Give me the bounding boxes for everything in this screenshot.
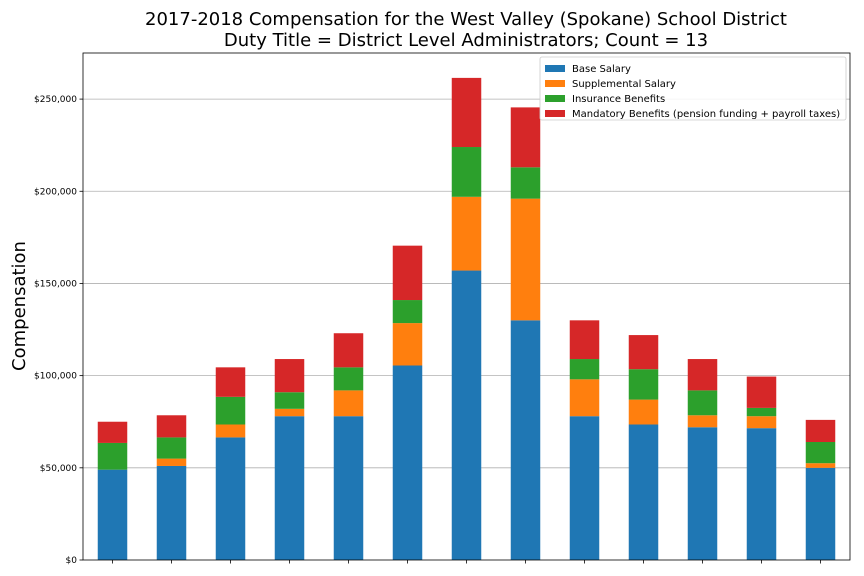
bar-segment [805, 419, 836, 443]
bars [97, 77, 836, 560]
bar-segment [628, 399, 659, 425]
x-ticks [112, 560, 821, 564]
bar-segment [156, 437, 187, 459]
bar-segment [510, 107, 541, 168]
bar-segment [805, 463, 836, 468]
bar-segment [97, 469, 128, 560]
bar-segment [628, 369, 659, 400]
bar-segment [569, 416, 600, 560]
bar-segment [746, 428, 777, 560]
bar-segment [687, 390, 718, 416]
bar-segment [392, 245, 423, 301]
bar-segment [333, 416, 364, 560]
bar-segment [451, 196, 482, 271]
bar-segment [215, 367, 246, 397]
bar-segment [97, 442, 128, 470]
y-ticks: $0 $50,000 $100,000 $150,000 $200,000 $250,00… [34, 95, 83, 566]
legend-label: Mandatory Benefits (pension funding + pa… [572, 109, 840, 120]
bar-segment [97, 421, 128, 443]
bar-segment [451, 270, 482, 560]
bar-segment [687, 359, 718, 391]
bar-segment [746, 376, 777, 408]
bar-segment [274, 416, 305, 560]
bar-segment [215, 437, 246, 560]
legend: Base Salary Supplemental Salary Insurance … [539, 56, 847, 121]
bar-segment [687, 415, 718, 428]
y-tick-label: $200,000 [34, 187, 77, 197]
y-axis-label: Compensation [9, 241, 30, 371]
chart-title: 2017-2018 Compensation for the West Vall… [145, 9, 787, 30]
legend-label: Insurance Benefits [572, 94, 665, 105]
legend-box [539, 56, 847, 121]
legend-swatch [545, 80, 565, 87]
bar-segment [628, 335, 659, 370]
bar-segment [392, 365, 423, 560]
bar-segment [451, 147, 482, 197]
bar-segment [510, 167, 541, 199]
chart-subtitle: Duty Title = District Level Administrato… [224, 30, 708, 51]
bar-segment [451, 77, 482, 148]
y-tick-label: $50,000 [40, 464, 77, 474]
legend-label: Supplemental Salary [572, 79, 676, 90]
bar-segment [333, 367, 364, 391]
bar-segment [156, 415, 187, 438]
bar-segment [274, 359, 305, 393]
bar-segment [333, 390, 364, 417]
bar-segment [156, 465, 187, 560]
y-tick-label: $150,000 [34, 279, 77, 289]
bar-segment [628, 424, 659, 560]
y-tick-label: $100,000 [34, 372, 77, 382]
bar-segment [805, 467, 836, 560]
legend-swatch [545, 65, 565, 72]
legend-swatch [545, 110, 565, 117]
bar-segment [215, 396, 246, 425]
bar-segment [805, 442, 836, 464]
bar-segment [274, 392, 305, 409]
bar-segment [687, 427, 718, 560]
bar-segment [569, 379, 600, 417]
bar-segment [215, 424, 246, 438]
bar-segment [510, 320, 541, 560]
bar-segment [510, 198, 541, 321]
bar-segment [746, 416, 777, 429]
bar-segment [569, 320, 600, 360]
y-tick-label: $0 [66, 556, 78, 566]
bar-segment [392, 323, 423, 366]
legend-swatch [545, 95, 565, 102]
bar-segment [746, 407, 777, 417]
y-tick-label: $250,000 [34, 95, 77, 105]
bar-segment [156, 458, 187, 466]
bar-segment [569, 359, 600, 380]
legend-label: Base Salary [572, 64, 631, 75]
bar-segment [333, 333, 364, 368]
bar-segment [274, 408, 305, 417]
bar-segment [392, 300, 423, 324]
